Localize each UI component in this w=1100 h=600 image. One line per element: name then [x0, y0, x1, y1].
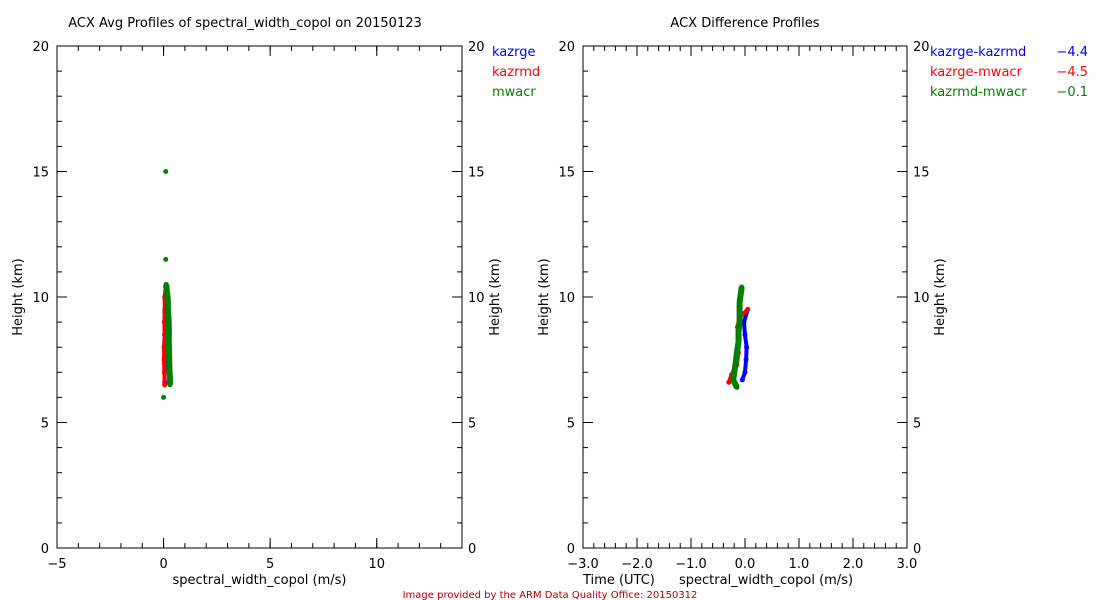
x-tick-label: 0 — [159, 557, 167, 572]
x-tick-label: 0.0 — [735, 557, 756, 572]
y-tick-label: 0 — [567, 542, 575, 557]
x-axis-label: spectral_width_copol (m/s) — [172, 573, 346, 588]
y-tick-label: 0 — [41, 542, 49, 557]
y-tick-label: 15 — [32, 166, 49, 181]
y-tick-label: 5 — [567, 417, 575, 432]
y-tick-label-right: 20 — [468, 40, 485, 55]
legend-value: −4.5 — [1056, 65, 1088, 80]
y-tick-label-right: 15 — [913, 166, 930, 181]
x-tick-label: −2.0 — [621, 557, 653, 572]
y-tick-label-right: 15 — [468, 166, 485, 181]
data-point — [161, 394, 167, 400]
data-point — [745, 307, 751, 313]
x-tick-label: 5 — [266, 557, 274, 572]
legend-entry: kazrmd — [492, 65, 540, 80]
legend-value: −4.4 — [1056, 45, 1088, 60]
plot-frame — [582, 45, 908, 549]
chart-title: ACX Difference Profiles — [670, 16, 819, 31]
y-axis-label: Height (km) — [537, 258, 552, 335]
x-axis-label-time: Time (UTC) — [582, 573, 655, 588]
footer-credit: Image provided by the ARM Data Quality O… — [403, 590, 698, 600]
legend-value: −0.1 — [1056, 85, 1088, 100]
y-axis-label: Height (km) — [933, 258, 948, 335]
y-tick-label: 20 — [32, 40, 49, 55]
data-point — [163, 169, 169, 174]
y-tick-label: 5 — [41, 417, 49, 432]
y-tick-label: 15 — [558, 166, 575, 181]
x-tick-label: −5 — [47, 557, 66, 572]
y-tick-label: 10 — [32, 291, 49, 306]
x-tick-label: 10 — [368, 557, 385, 572]
legend-entry: kazrge-kazrmd — [930, 45, 1026, 60]
y-tick-label-right: 5 — [468, 417, 476, 432]
data-point — [739, 284, 745, 290]
x-tick-label: 1.0 — [789, 557, 810, 572]
y-tick-label-right: 10 — [468, 291, 485, 306]
y-tick-label-right: 0 — [468, 542, 476, 557]
y-tick-label: 10 — [558, 291, 575, 306]
legend-entry: kazrmd-mwacr — [930, 85, 1027, 100]
x-tick-label: 3.0 — [897, 557, 918, 572]
data-point — [163, 281, 169, 287]
data-point — [163, 256, 169, 262]
y-tick-label-right: 0 — [913, 542, 921, 557]
y-tick-label-right: 10 — [913, 291, 930, 306]
chart-title: ACX Avg Profiles of spectral_width_copol… — [68, 16, 422, 31]
legend-entry: mwacr — [492, 85, 536, 100]
y-tick-label: 20 — [558, 40, 575, 55]
y-axis-label: Height (km) — [488, 258, 503, 335]
y-axis-label: Height (km) — [11, 258, 26, 335]
x-tick-label: 2.0 — [843, 557, 864, 572]
legend-entry: kazrge-mwacr — [930, 65, 1023, 80]
y-tick-label-right: 5 — [913, 417, 921, 432]
y-tick-label-right: 20 — [913, 40, 930, 55]
x-tick-label: −3.0 — [567, 557, 599, 572]
x-axis-label: spectral_width_copol (m/s) — [679, 573, 853, 588]
x-tick-label: −1.0 — [675, 557, 707, 572]
plot-frame — [56, 45, 463, 549]
legend-entry: kazrge — [492, 45, 535, 60]
